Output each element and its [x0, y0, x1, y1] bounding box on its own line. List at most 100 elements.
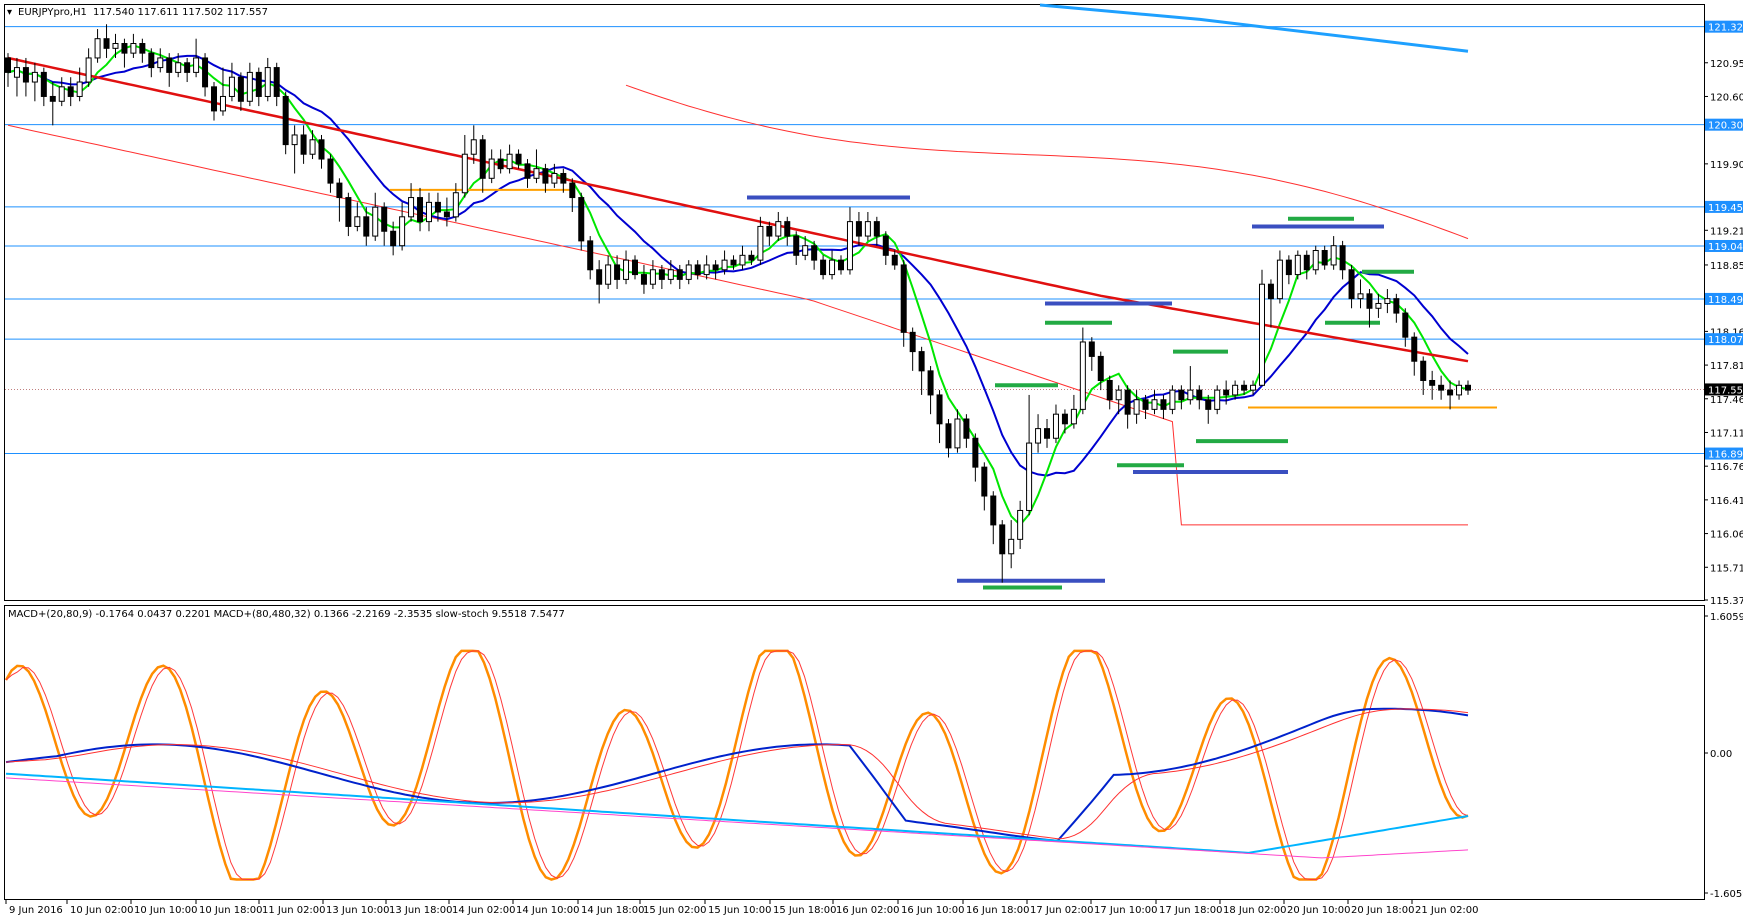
- candle-body: [354, 216, 361, 227]
- candle-body: [434, 201, 441, 213]
- candle-body: [488, 158, 495, 179]
- candle-body: [524, 163, 531, 179]
- candle-body: [1384, 298, 1391, 304]
- candle-body: [775, 221, 782, 237]
- candle-body: [327, 158, 334, 184]
- price-tick-label: 116.060: [1710, 530, 1743, 541]
- candle-body: [846, 221, 853, 271]
- candle-body: [291, 134, 298, 146]
- candle-body: [1008, 538, 1015, 555]
- candle-body: [1303, 254, 1310, 271]
- candle-body: [103, 38, 110, 49]
- candle-body: [1044, 428, 1051, 439]
- candle-body: [85, 57, 92, 83]
- price-level-tag-label: 118.079: [1708, 335, 1743, 346]
- time-tick-label: 15 Jun 10:00: [708, 905, 772, 916]
- macd-slow-line: [5, 772, 1469, 854]
- candle-body: [255, 71, 262, 97]
- candle-body: [237, 76, 244, 102]
- ohlc-readout: 117.540 117.611 117.502 117.557: [93, 7, 268, 18]
- candle-body: [640, 274, 647, 285]
- candle-body: [1088, 341, 1095, 357]
- price-level-tag-label: 121.325: [1708, 23, 1743, 34]
- candle-body: [560, 172, 567, 184]
- candle-body: [175, 62, 182, 73]
- candle-body: [596, 269, 603, 285]
- candle-body: [614, 264, 621, 280]
- candle-body: [1241, 384, 1248, 391]
- candles-layer: [5, 24, 1471, 583]
- candle-body: [936, 394, 943, 425]
- candle-body: [1393, 298, 1400, 314]
- candle-body: [864, 221, 871, 237]
- macd-fast-line: [5, 707, 1469, 842]
- candle-body: [58, 86, 65, 102]
- candle-body: [443, 211, 450, 218]
- candle-body: [658, 269, 665, 280]
- candle-body: [1402, 312, 1409, 338]
- price-level-tag-label: 116.891: [1708, 450, 1743, 461]
- candle-body: [399, 216, 406, 247]
- price-level-tag: [1705, 333, 1743, 346]
- candle-body: [381, 206, 388, 232]
- candle-body: [909, 331, 916, 353]
- candle-body: [811, 245, 818, 261]
- candle-body: [1151, 399, 1158, 410]
- candle-body: [1438, 384, 1445, 391]
- candle-body: [1160, 399, 1167, 410]
- candle-body: [390, 230, 397, 247]
- candle-body: [685, 264, 692, 280]
- time-tick-label: 14 Jun 18:00: [581, 905, 645, 916]
- candle-body: [211, 86, 218, 112]
- price-level-tag-label: 118.497: [1708, 295, 1743, 306]
- chart-title-arrow-icon: ▾: [7, 7, 12, 18]
- time-tick-label: 13 Jun 18:00: [389, 905, 453, 916]
- candle-body: [945, 423, 952, 449]
- candle-body: [166, 57, 173, 73]
- candle-body: [739, 254, 746, 266]
- candle-body: [990, 495, 997, 526]
- candle-body: [1169, 389, 1176, 410]
- candle-body: [757, 225, 764, 261]
- candle-body: [5, 57, 11, 73]
- candle-body: [1294, 254, 1301, 276]
- candle-body: [667, 269, 674, 280]
- price-tick-label: 116.760: [1710, 462, 1743, 473]
- candle-body: [793, 235, 800, 256]
- candle-body: [972, 437, 979, 468]
- candle-body: [1133, 399, 1140, 415]
- candle-body: [542, 168, 549, 184]
- candle-body: [1348, 269, 1355, 300]
- candle-body: [1026, 442, 1033, 511]
- candle-body: [49, 95, 56, 102]
- price-level-tag: [1705, 118, 1743, 131]
- candle-body: [587, 240, 594, 271]
- indicator-lines-layer: [4, 649, 1469, 881]
- candle-body: [372, 206, 379, 237]
- candle-body: [1411, 336, 1418, 362]
- candle-body: [515, 153, 522, 165]
- candle-body: [1178, 389, 1185, 401]
- candle-body: [838, 259, 845, 271]
- indicator-axis: 1.6059 0.00 -1.6059: [1704, 612, 1743, 900]
- candle-body: [184, 62, 191, 73]
- macd-fast-signal-line: [5, 708, 1469, 840]
- candle-body: [623, 259, 630, 280]
- price-level-tag-label: 119.047: [1708, 242, 1743, 253]
- candle-body: [345, 197, 352, 227]
- candle-body: [121, 43, 128, 54]
- candle-body: [282, 95, 289, 146]
- candle-body: [130, 43, 137, 54]
- indicator-tick-label: 1.6059: [1710, 612, 1743, 623]
- candle-body: [264, 67, 271, 97]
- candle-body: [963, 418, 970, 439]
- price-axis: 120.950 120.600 119.900 119.210 118.850 118.1…: [1704, 20, 1743, 607]
- candle-body: [300, 134, 307, 155]
- candle-body: [363, 216, 370, 237]
- candle-body: [882, 235, 889, 256]
- candle-body: [873, 221, 880, 237]
- candle-body: [1366, 293, 1373, 309]
- candle-body: [1321, 250, 1328, 266]
